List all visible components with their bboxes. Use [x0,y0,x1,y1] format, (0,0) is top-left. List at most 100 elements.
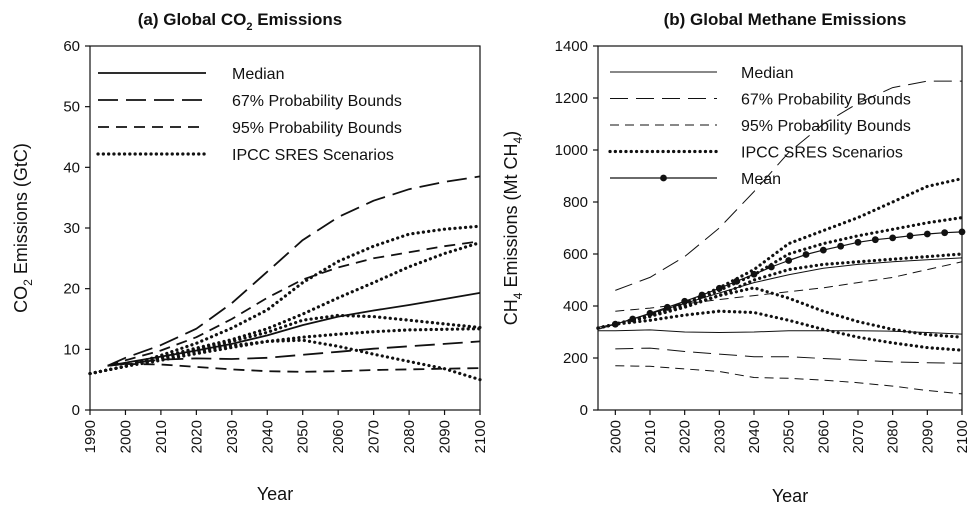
legend-label: 67% Probability Bounds [741,92,911,109]
y-tick-label: 200 [563,350,588,367]
x-tick-label: 2000 [117,420,134,453]
y-tick-label: 20 [63,281,80,298]
mean-marker [663,303,671,311]
panel-a-ylabel: CO2 Emissions (GtC) [11,143,35,313]
x-tick-label: 2070 [366,420,383,453]
series-line-b-11 [597,231,963,328]
mean-marker [871,236,879,244]
y-tick-label: 60 [63,38,80,55]
series-line-a-5 [88,224,482,376]
x-tick-label: 2050 [781,420,798,453]
mean-marker [611,320,619,328]
series-line-a-4 [107,362,481,373]
x-tick-label: 2060 [330,420,347,453]
x-tick-label: 2090 [437,420,454,453]
y-tick-label: 10 [63,341,80,358]
y-tick-label: 1200 [555,90,588,107]
mean-marker [819,246,827,254]
x-tick-label: 2090 [919,420,936,453]
y-tick-label: 0 [72,402,80,419]
series-line-a-0 [107,292,481,367]
mean-marker [854,238,862,246]
series-line-b-9 [596,286,964,339]
mean-marker [785,257,793,264]
series-line-a-7 [88,313,482,376]
mean-marker [889,234,897,242]
panel-a-title: (a) Global CO2 Emissions [138,10,343,33]
series-line-b-5 [615,365,963,395]
legend-label: Mean [741,171,781,188]
x-tick-label: 2040 [746,420,763,453]
mean-marker [923,230,931,238]
series-line-b-3 [615,347,963,364]
legend-label: 67% Probability Bounds [232,93,402,110]
mean-marker [698,291,706,299]
x-tick-label: 2050 [295,420,312,453]
x-tick-label: 2000 [607,420,624,453]
mean-marker [941,229,949,237]
series-line-b-2 [615,80,962,291]
mean-marker [733,277,741,285]
x-tick-label: 1990 [82,420,99,453]
series-line-b-1 [598,329,963,335]
series-line-a-2 [107,340,481,367]
series-line-b-6 [596,177,964,330]
mean-marker [767,263,775,271]
x-tick-label: 2030 [711,420,728,453]
mean-marker [646,309,654,317]
panel-a-xlabel: Year [257,484,293,504]
panel-b-ylabel: CH4 Emissions (Mt CH4) [501,131,525,325]
x-tick-label: 2100 [954,420,971,453]
mean-marker [681,297,689,305]
y-tick-label: 30 [63,220,80,237]
legend-label: IPCC SRES Scenarios [741,145,903,162]
x-tick-label: 2070 [850,420,867,453]
x-tick-label: 2010 [153,420,170,453]
y-tick-label: 1400 [555,38,588,55]
panel-b: 0 200 400 600 800 1000 1200 1400 2000 2010 2020 203… [555,38,971,453]
legend-label: 95% Probability Bounds [741,118,911,135]
series-line-a-8 [88,327,482,376]
mean-marker [802,251,810,258]
y-tick-label: 50 [63,99,80,116]
y-tick-label: 400 [563,298,588,315]
x-tick-label: 2020 [188,420,205,453]
legend-label: Median [232,66,284,83]
legend-label: 95% Probability Bounds [232,120,402,137]
series-line-b-10 [596,309,964,352]
panel-b-xlabel: Year [772,486,808,506]
x-tick-label: 2020 [677,420,694,453]
x-tick-label: 2080 [401,420,418,453]
mean-marker [958,228,966,236]
y-tick-label: 600 [563,246,588,263]
mean-marker [837,242,845,250]
panel-b-title: (b) Global Methane Emissions [664,10,907,29]
x-tick-label: 2040 [259,420,276,453]
series-line-b-4 [615,261,963,312]
series-line-a-1 [107,175,481,367]
y-tick-label: 800 [563,194,588,211]
x-tick-label: 2010 [642,420,659,453]
legend-label: IPCC SRES Scenarios [232,147,394,164]
series-line-a-6 [88,241,482,376]
plot-frame-b [597,45,963,411]
y-tick-label: 0 [580,402,588,419]
series-line-a-9 [88,338,482,382]
mean-marker [629,315,637,323]
legend-label: Median [741,65,793,82]
x-tick-label: 2080 [885,420,902,453]
series-line-b-8 [596,252,964,330]
mean-marker [715,284,723,292]
x-tick-label: 2030 [224,420,241,453]
mean-marker [906,232,914,240]
series-line-a-3 [107,240,481,367]
legend-marker [660,174,667,182]
y-tick-label: 1000 [555,142,588,159]
mean-marker [750,270,758,278]
x-tick-label: 2100 [472,420,489,453]
y-tick-label: 40 [63,159,80,176]
x-tick-label: 2060 [815,420,832,453]
